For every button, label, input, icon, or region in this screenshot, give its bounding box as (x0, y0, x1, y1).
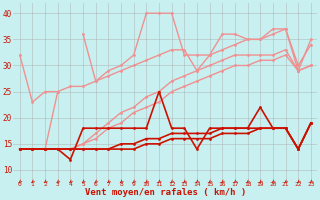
X-axis label: Vent moyen/en rafales ( km/h ): Vent moyen/en rafales ( km/h ) (85, 188, 246, 197)
